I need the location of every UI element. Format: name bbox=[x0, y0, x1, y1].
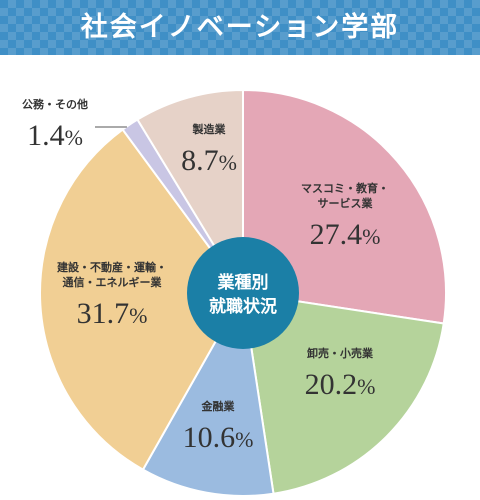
slice-label-wholesale-retail: 卸売・小売業 20.2% bbox=[305, 346, 376, 401]
value-label: 8.7% bbox=[181, 144, 237, 177]
center-label: 就職状況 bbox=[209, 296, 277, 317]
value-label: 10.6% bbox=[183, 421, 254, 454]
pie-slice-wholesale-retail bbox=[241, 291, 445, 495]
category-label: 製造業 bbox=[192, 122, 227, 136]
value-label: 1.4% bbox=[27, 119, 83, 152]
center-badge bbox=[187, 237, 299, 349]
category-label: 金融業 bbox=[201, 399, 236, 413]
pie-slice-manufacturing bbox=[136, 88, 244, 297]
pie-slice-media-education-service bbox=[242, 88, 447, 325]
slice-label-finance: 金融業 10.6% bbox=[183, 399, 254, 454]
center-label: 業種別 bbox=[218, 272, 269, 293]
category-label: 卸売・小売業 bbox=[307, 346, 374, 360]
slice-label-public-other: 公務・その他 1.4% bbox=[22, 97, 88, 152]
category-label: サービス業 bbox=[318, 196, 374, 210]
value-label: 20.2% bbox=[305, 368, 376, 401]
page-title: 社会イノベーション学部 bbox=[80, 12, 400, 43]
category-label: 公務・その他 bbox=[22, 97, 88, 111]
value-label: 27.4% bbox=[310, 218, 381, 251]
pie-slice-construction-transport bbox=[39, 128, 245, 472]
title-banner bbox=[0, 0, 480, 55]
slice-label-construction-transport: 建設・不動産・運輸・通信・エネルギー業 31.7% bbox=[57, 260, 167, 330]
category-label: マスコミ・教育・ bbox=[301, 181, 389, 195]
slice-label-media-education-service: マスコミ・教育・サービス業 27.4% bbox=[301, 181, 389, 251]
category-label: 建設・不動産・運輸・ bbox=[57, 260, 167, 274]
slice-label-manufacturing: 製造業 8.7% bbox=[181, 122, 237, 177]
category-label: 通信・エネルギー業 bbox=[63, 275, 163, 289]
value-label: 31.7% bbox=[77, 297, 148, 330]
pie-slices bbox=[39, 88, 447, 497]
